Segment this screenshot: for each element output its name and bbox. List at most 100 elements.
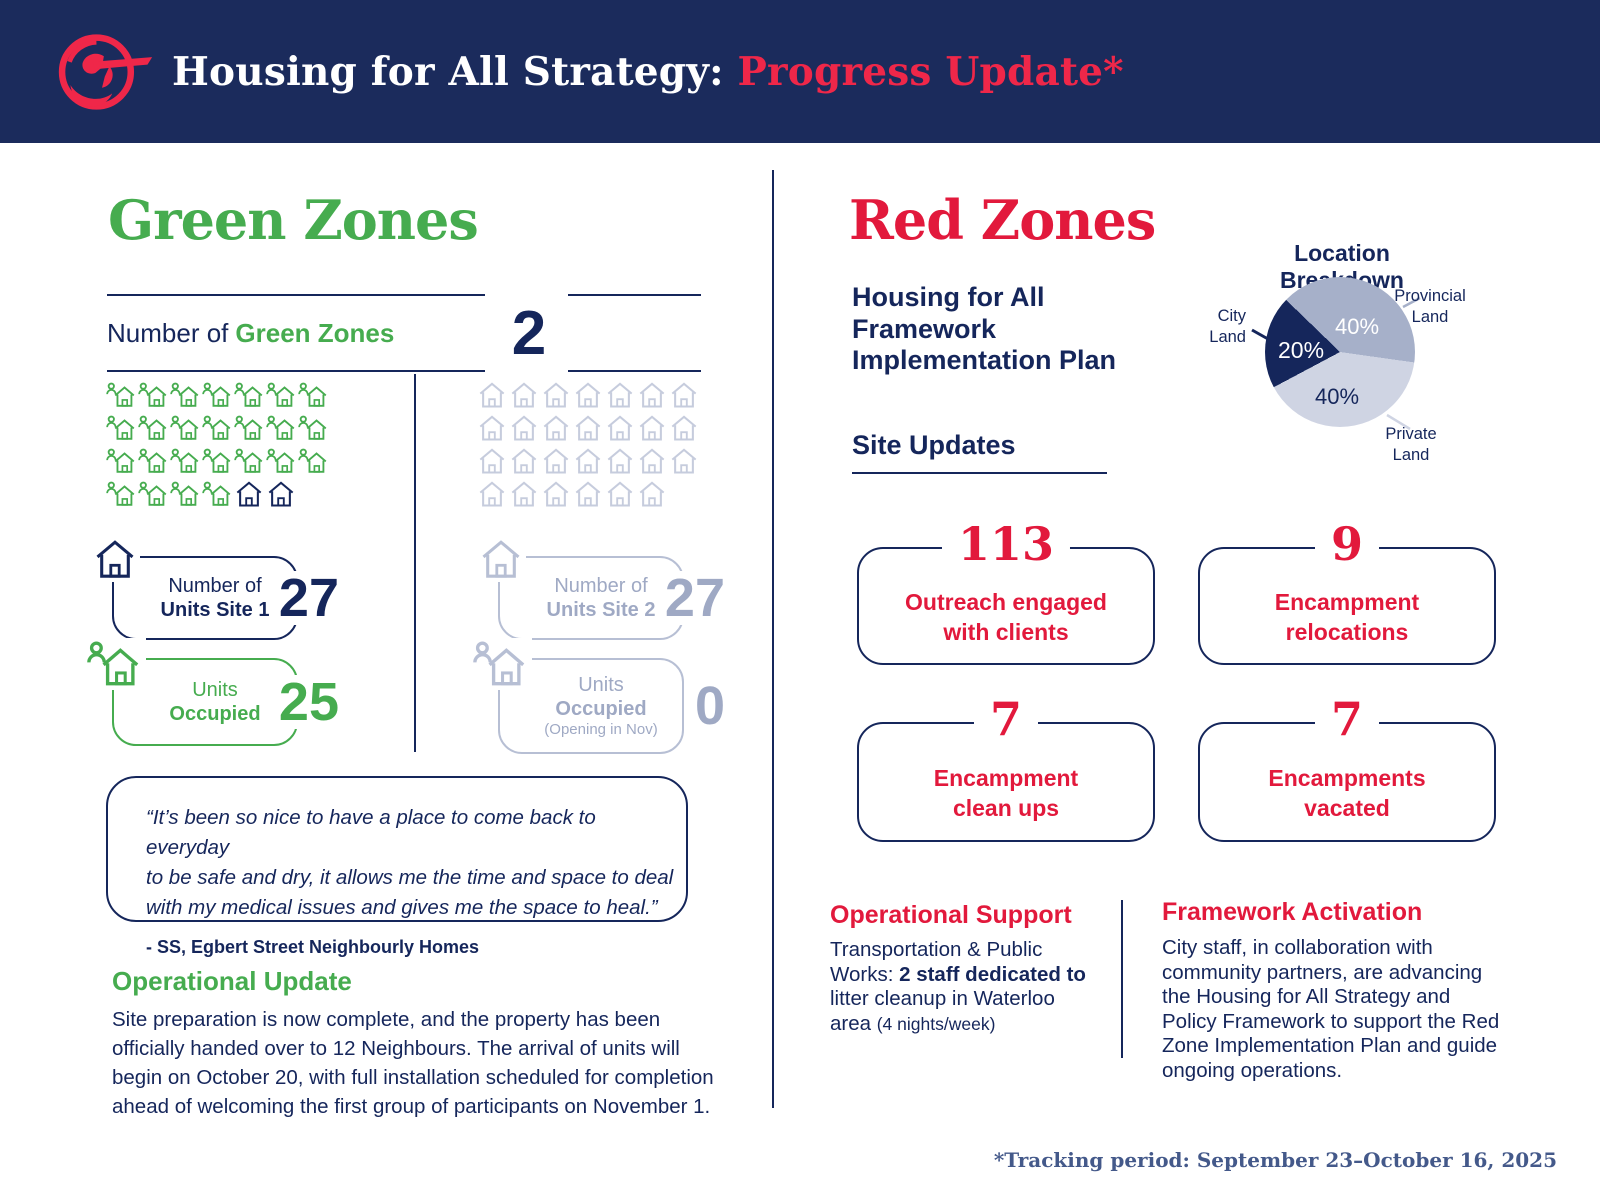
red-zones-subtitle: Housing for All Framework Implementation… [852,282,1117,376]
site2-units-label1: Number of [554,575,648,597]
stat-label: Encampments vacated [1200,724,1494,840]
stat-label-line: vacated [1304,795,1390,821]
site1-grid [106,381,334,513]
site2-occupied-box: Units Occupied (Opening in Nov) 0 [468,638,728,754]
stat-label-line: Encampment [933,765,1079,792]
pie-label-city: City Land [1209,307,1246,346]
stat-label: Encampment clean ups [859,724,1153,840]
vacant-unit-icon [605,480,637,513]
body-line: begin on October 20, with full installat… [112,1066,714,1089]
body-line: area (4 nights/week) [830,1012,1105,1037]
site1-occupied-label1: Units [192,679,238,701]
body-span: Works: [830,962,900,986]
occupied-unit-icon [234,447,266,480]
body-span-bold: 2 staff dedicated to [899,962,1086,986]
occupied-unit-icon [298,414,330,447]
body-line: Transportation & Public [830,938,1043,961]
pie-pct-private: 40% [1315,384,1360,409]
occupied-unit-icon [234,381,266,414]
vacant-unit-icon [605,381,637,414]
vacant-unit-icon [669,414,701,447]
site2-units-value: 27 [661,571,728,625]
occupied-unit-icon [170,447,202,480]
tracking-period-note: *Tracking period: September 23–October 1… [993,1148,1557,1172]
operational-support-heading: Operational Support [830,901,1072,929]
site1-occupied-value: 25 [275,675,342,729]
occupied-unit-icon [138,381,170,414]
operational-update-body: Site preparation is now complete, and th… [112,1005,752,1121]
vacant-unit-icon [637,447,669,480]
occupied-unit-icon [266,414,298,447]
stat-box-cleanups: 7 Encampment clean ups [857,693,1155,842]
site2-units-label2: Units Site 2 [546,599,656,621]
vacant-unit-icon [477,414,509,447]
occupied-unit-icon [170,381,202,414]
occupied-unit-icon [298,381,330,414]
vacant-unit-icon [509,381,541,414]
framework-activation-body: City staff, in collaboration with commun… [1162,936,1502,1083]
stat-label-line: Encampments [1268,765,1426,792]
body-line: Zone Implementation Plan and guide [1162,1034,1498,1057]
stat-label: Outreach engaged with clients [859,549,1153,663]
stat-box-vacated: 7 Encampments vacated [1198,693,1496,842]
location-pie-chart [1265,277,1415,427]
vacant-unit-icon [266,480,298,513]
site1-units-label1: Number of [168,575,262,597]
vacant-unit-icon [541,381,573,414]
occupied-unit-icon [170,414,202,447]
stat-label-line: with clients [943,619,1069,645]
body-line: ongoing operations. [1162,1058,1343,1082]
occupied-unit-icon [234,414,266,447]
occupied-unit-icon [106,414,138,447]
framework-activation-heading: Framework Activation [1162,898,1423,926]
occupied-unit-icon [106,447,138,480]
stat-label-line: clean ups [952,795,1060,821]
site2-occupied-label2: Occupied [555,697,647,720]
house-icon [90,536,140,582]
site1-units-label2: Units Site 1 [160,599,270,621]
vacant-unit-icon [605,414,637,447]
site2-occupied-value: 0 [691,679,728,733]
vacant-unit-icon [605,447,637,480]
stat-box-outreach: 113 Outreach engaged with clients [857,518,1155,665]
operational-update-heading: Operational Update [112,966,352,996]
quote-line: with my medical issues and gives me the … [146,896,658,919]
person-house-icon [468,638,532,690]
support-divider [1121,900,1123,1058]
vacant-unit-icon [573,480,605,513]
occupied-unit-icon [138,480,170,513]
stat-value: 7 [973,693,1039,746]
page-title-accent: Progress Update* [737,48,1124,95]
body-line: City staff, in collaboration with [1162,936,1433,959]
stat-value: 9 [1314,518,1380,571]
site-divider [414,374,416,752]
body-span: area [830,1011,877,1035]
body-span-small: (4 nights/week) [876,1013,996,1034]
occupied-unit-icon [202,414,234,447]
count-label-prefix: Number of [107,317,229,348]
site-updates-heading: Site Updates [852,430,1016,460]
green-zones-count-label: Number of Green Zones [107,294,485,372]
stat-label-line: relocations [1285,619,1409,645]
vacant-unit-icon [234,480,266,513]
pie-label-provincial: Provincial Land [1394,287,1466,326]
vacant-unit-icon [669,447,701,480]
vacant-unit-icon [477,381,509,414]
occupied-unit-icon [106,480,138,513]
vacant-unit-icon [509,447,541,480]
page-title-main: Housing for All Strategy: [172,48,738,95]
vacant-unit-icon [477,447,509,480]
stat-label: Encampment relocations [1200,549,1494,663]
vacant-unit-icon [669,381,701,414]
site1-occupied-box: Units Occupied 25 [82,638,342,746]
vacant-unit-icon [573,414,605,447]
vacant-unit-icon [509,414,541,447]
green-zones-title: Green Zones [108,188,479,252]
occupied-unit-icon [138,414,170,447]
occupied-unit-icon [202,480,234,513]
vacant-unit-icon [637,414,669,447]
site1-units-box: Number of Units Site 1 27 [90,536,342,640]
city-logo-icon [50,19,154,125]
body-line: litter cleanup in Waterloo [830,987,1055,1010]
